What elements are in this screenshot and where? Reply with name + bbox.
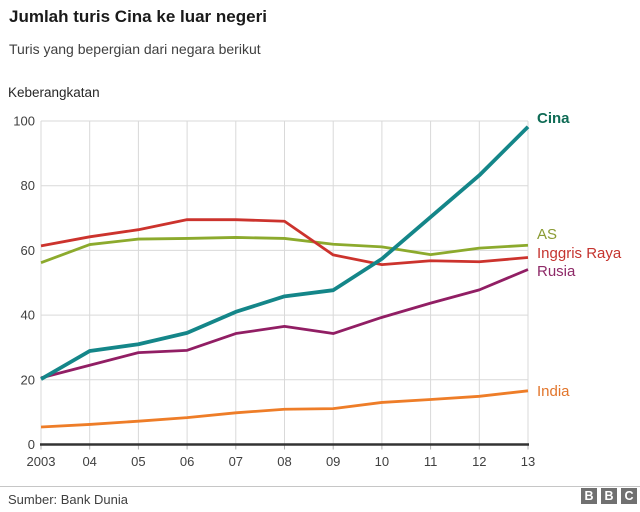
y-tick-label: 0 [28,437,35,452]
y-tick-label: 40 [21,308,35,323]
series-line-india [40,389,529,429]
y-tick-label: 80 [21,178,35,193]
y-axis-title: Keberangkatan [8,85,100,100]
series-line-inggris-raya [40,218,529,267]
series-line-rusia [40,268,529,380]
footer-divider [0,486,640,487]
x-tick-label: 08 [277,454,291,469]
x-tick-label: 12 [472,454,486,469]
bbc-logo-letter-b1: B [581,488,597,504]
x-tick-label: 09 [326,454,340,469]
series-label-inggris-raya: Inggris Raya [537,245,622,262]
x-tick-label: 13 [521,454,535,469]
series-label-india: India [537,383,570,400]
series-line-as [40,236,529,265]
x-tick-label: 05 [131,454,145,469]
x-tick-label: 04 [82,454,96,469]
bbc-logo-letter-c: C [621,488,637,504]
y-tick-label: 20 [21,372,35,387]
series-line-cina [40,125,530,381]
x-tick-label: 11 [424,454,438,469]
page-subtitle: Turis yang bepergian dari negara berikut [9,41,261,57]
bbc-logo: B B C [581,488,637,504]
x-tick-label: 10 [375,454,389,469]
bbc-logo-letter-b2: B [601,488,617,504]
page-title: Jumlah turis Cina ke luar negeri [9,7,267,26]
series-label-as: AS [537,226,557,243]
series-label-cina: Cina [537,110,570,127]
y-tick-label: 60 [21,243,35,258]
source-text: Sumber: Bank Dunia [8,492,128,507]
y-tick-label: 100 [13,114,35,129]
series-label-rusia: Rusia [537,263,576,280]
x-tick-label: 2003 [27,454,56,469]
x-tick-label: 06 [180,454,194,469]
x-tick-label: 07 [229,454,243,469]
